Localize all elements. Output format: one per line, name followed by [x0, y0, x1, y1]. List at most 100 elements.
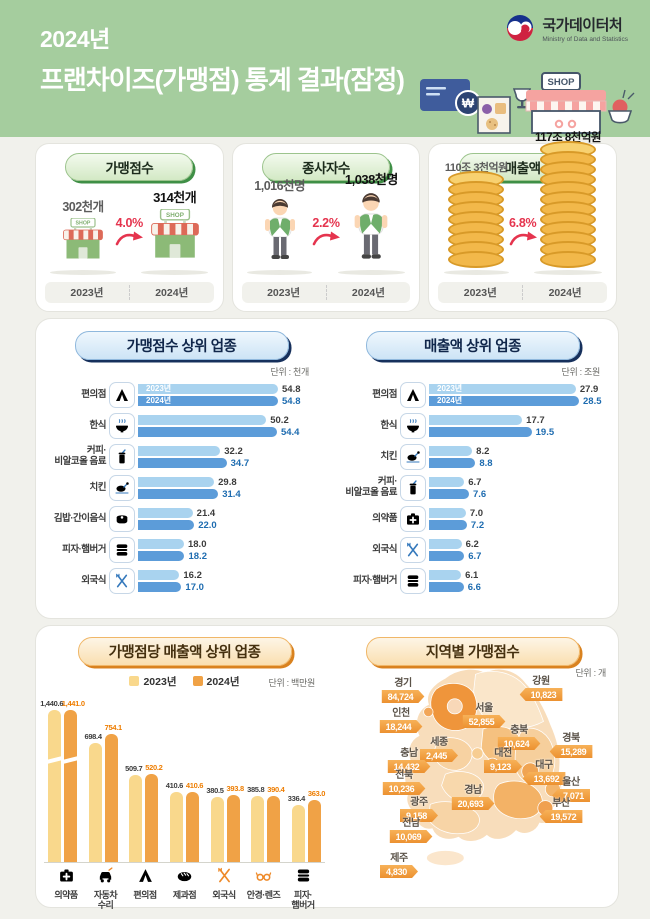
value-2023: 7.0 [469, 507, 484, 519]
glasses-icon [255, 867, 272, 884]
value-2023: 27.9 [579, 383, 599, 395]
value-2023: 54.8 [282, 383, 301, 395]
bar-2023 [48, 710, 61, 862]
stat-card-title: 종사자수 [262, 153, 390, 181]
forkknife-icon [400, 537, 426, 563]
bar-2024 [429, 427, 532, 437]
region-name: 경남 [464, 785, 482, 796]
change-percent: 2.2% [312, 216, 340, 230]
svg-text:SHOP: SHOP [548, 77, 576, 88]
chart-row: 편의점 2023년 54.8 2024년 54.8 [42, 382, 321, 408]
header-year: 2024년 [40, 26, 110, 52]
bar-2023 [138, 539, 184, 549]
chart-row: 커피· 비알코올 음료 32.2 34.7 [42, 444, 321, 470]
bar-2024: 2024년 [138, 396, 278, 406]
svg-text:₩: ₩ [462, 96, 475, 111]
value-2024: 1,441.0 [61, 699, 85, 708]
header-titles: 2024년 프랜차이즈(가맹점) 통계 결과(잠정) [40, 20, 405, 97]
taegeuk-icon [507, 15, 534, 41]
tent-icon [400, 382, 426, 408]
category-label: 한식 [380, 419, 398, 431]
value-2023: 302천개 [62, 200, 104, 214]
coin [540, 251, 597, 268]
region-gangwon: 강원 10,823 [519, 672, 563, 701]
value-2024: 8.8 [479, 457, 493, 469]
worker-icon [348, 191, 394, 263]
value-2024: 117조 8천억원 [535, 132, 601, 144]
bar-2023 [251, 796, 265, 862]
region-value-tag: 84,724 [382, 690, 425, 703]
bar-2023 [138, 446, 221, 456]
year-2024: 2024년 [522, 285, 607, 300]
category-label: 피자· 햄버거 [291, 890, 315, 911]
bowl-icon [109, 413, 135, 439]
bar-group: 380.5 393.8 [206, 690, 244, 862]
region-name: 울산 [562, 777, 580, 788]
value-2024: 1,038천명 [344, 172, 398, 187]
car-icon [97, 867, 114, 884]
region-name: 충북 [510, 725, 528, 736]
chart-legend: 2023년 2024년 단위 : 백만원 [44, 674, 325, 688]
firstaid-icon [58, 867, 75, 884]
value-2023: 17.7 [526, 414, 545, 426]
burger-icon [295, 867, 312, 884]
region-gwangju: 광주 9,158 [400, 793, 438, 822]
value-2023: 21.4 [196, 507, 216, 519]
value-2024: 17.0 [185, 581, 204, 593]
chart-stores-by-region: 지역별 가맹점수 단위 : 개 [327, 626, 618, 907]
region-sejong: 세종 2,445 [420, 733, 458, 762]
value-2024: 28.5 [583, 395, 602, 407]
forkknife-icon [216, 867, 233, 884]
value-2024: 390.4 [267, 785, 285, 794]
bar-2024 [138, 489, 219, 499]
credit-card-icon: ₩ [420, 79, 481, 116]
bar-2024 [307, 800, 321, 862]
value-2023: 6.7 [468, 476, 482, 488]
category-label: 커피· 비알코올 음료 [54, 445, 106, 467]
year-2023: 2023년 [463, 287, 497, 299]
chart-row: 외국식 16.2 17.0 [42, 568, 321, 594]
value-2023: 1,440.6 [40, 699, 64, 708]
bar-2023 [88, 743, 102, 862]
chart-title: 매출액 상위 업종 [365, 331, 580, 360]
year-2023: 2023년 [70, 287, 104, 299]
bar-2023 [429, 508, 466, 518]
bar-2023 [138, 477, 215, 487]
region-name: 경기 [394, 678, 412, 689]
hbar-chart: 편의점 2023년 27.9 2024년 28.5 한식 17.7 19.5 치킨 8.2 8.8 커… [333, 382, 612, 594]
region-jeju: 제주 4,830 [380, 849, 418, 878]
region-value-tag: 52,855 [463, 715, 506, 728]
bar-2024 [138, 520, 195, 530]
region-daegu: 대구 13,692 [522, 756, 566, 785]
series-label-2024: 2024년 [146, 396, 172, 405]
unit-label: 단위 : 백만원 [268, 678, 315, 688]
value-2023: 385.8 [247, 785, 265, 794]
category-label: 피자·햄버거 [62, 543, 106, 555]
bar-2024 [429, 489, 469, 499]
value-2023: 32.2 [224, 445, 243, 457]
bar-2024 [138, 551, 185, 561]
up-arrow-icon [116, 231, 144, 246]
value-2023: 16.2 [183, 569, 202, 581]
region-value-tag: 7,071 [551, 789, 591, 802]
category-label: 외국식 [81, 574, 106, 586]
cup-icon [109, 444, 135, 470]
chart-store-count-by-industry: 가맹점수 상위 업종 단위 : 천개 편의점 2023년 54.8 2024년 54.8… [36, 319, 327, 618]
category-label: 편의점 [372, 388, 397, 400]
value-2023: 509.7 [125, 764, 143, 773]
category-label: 피자·햄버거 [353, 574, 397, 586]
bar-2023 [210, 797, 224, 862]
region-jeonnam: 전남 10,069 [390, 814, 433, 843]
bar-2024 [138, 582, 182, 592]
year-strip: 2023년 2024년 [45, 282, 214, 303]
category: 의약품 [48, 867, 84, 911]
region-value-tag: 4,830 [380, 865, 418, 878]
legend-label-2023: 2023년 [143, 675, 177, 688]
region-name: 서울 [475, 703, 493, 714]
chart-row: 편의점 2023년 27.9 2024년 28.5 [333, 382, 612, 408]
region-name: 전남 [402, 818, 420, 829]
up-arrow-icon [509, 231, 537, 246]
region-value-tag: 13,692 [522, 772, 566, 785]
value-2023: 29.8 [218, 476, 237, 488]
value-2024: 520.2 [145, 763, 163, 772]
